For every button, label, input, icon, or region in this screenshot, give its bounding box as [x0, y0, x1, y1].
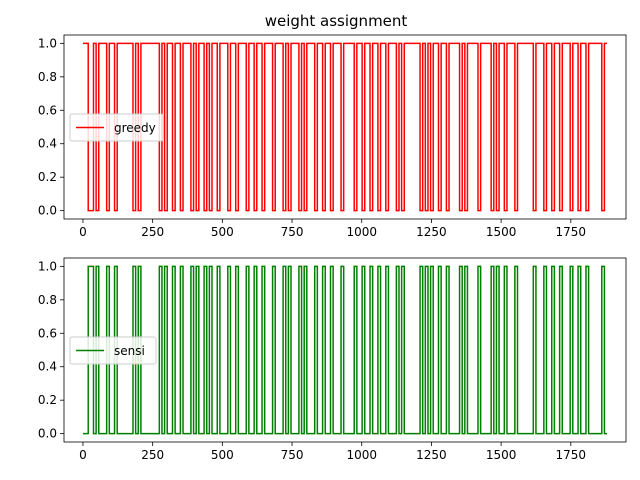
y-tick-label: 0.8 — [38, 70, 57, 84]
y-tick-label: 0.4 — [38, 360, 57, 374]
legend-label: sensi — [114, 344, 145, 358]
x-tick-label: 500 — [211, 225, 234, 239]
x-tick-label: 1500 — [486, 225, 517, 239]
x-tick-label: 500 — [211, 448, 234, 462]
axes-sensi: 0 250 500 750 1000 1250 1500 1750 0.0 0.2 0.4 0.6 0.… — [38, 257, 627, 462]
y-tick-label: 1.0 — [38, 36, 57, 50]
axes-greedy: 0 250 500 750 1000 1250 1500 1750 0.0 0.2 0.4 0.6 0.… — [38, 34, 627, 239]
y-tick-label: 0.6 — [38, 103, 57, 117]
x-tick-label: 1750 — [556, 448, 587, 462]
legend-box — [69, 113, 164, 142]
x-tick-label: 0 — [79, 448, 87, 462]
y-tick-label: 0.0 — [38, 427, 57, 441]
chart-title: weight assignment — [265, 12, 408, 30]
x-tick-label: 750 — [281, 448, 304, 462]
series-line-greedy — [82, 42, 608, 212]
axes-frame — [63, 34, 627, 220]
y-tick-label: 0.8 — [38, 293, 57, 307]
x-tick-label: 1250 — [416, 225, 447, 239]
x-tick-label: 750 — [281, 225, 304, 239]
y-tick-label: 0.6 — [38, 326, 57, 340]
legend-box — [69, 336, 157, 365]
x-tick-label: 1750 — [556, 225, 587, 239]
x-tick-label: 1000 — [346, 448, 377, 462]
x-tick-label: 1500 — [486, 448, 517, 462]
y-tick-label: 0.0 — [38, 204, 57, 218]
legend: sensi — [69, 336, 157, 365]
legend: greedy — [69, 113, 164, 142]
legend-label: greedy — [114, 121, 156, 135]
x-tick-label: 1000 — [346, 225, 377, 239]
x-tick-label: 0 — [79, 225, 87, 239]
x-tick-label: 250 — [141, 448, 164, 462]
series-line-sensi — [82, 265, 608, 435]
x-tick-label: 250 — [141, 225, 164, 239]
y-tick-label: 0.4 — [38, 137, 57, 151]
y-tick-label: 0.2 — [38, 393, 57, 407]
axes-frame — [63, 257, 627, 443]
y-tick-label: 1.0 — [38, 259, 57, 273]
y-tick-label: 0.2 — [38, 170, 57, 184]
x-tick-label: 1250 — [416, 448, 447, 462]
